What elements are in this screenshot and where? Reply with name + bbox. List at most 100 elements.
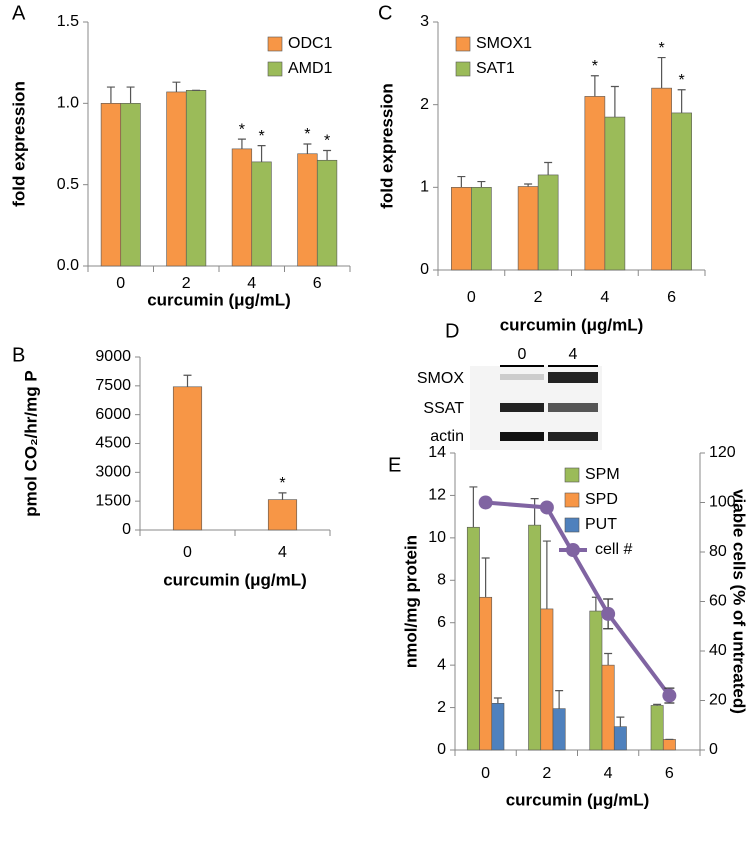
x-tick-label: 4 [278, 544, 287, 561]
legend-label: PUT [585, 516, 617, 533]
x-axis-title: curcumin (μg/mL) [500, 315, 644, 334]
x-tick-label: 6 [313, 275, 322, 292]
error-bar [278, 492, 287, 500]
significance-mark: * [324, 133, 330, 150]
y-tick-label: 0 [437, 741, 446, 758]
error-bar [183, 374, 192, 387]
y-axis-title: fold expression [377, 83, 396, 209]
y-tick-label: 1.0 [57, 95, 79, 112]
y2-tick-label: 60 [709, 593, 727, 610]
error-bar [493, 697, 502, 704]
significance-mark: * [679, 72, 685, 89]
y-tick-label: 2 [437, 699, 446, 716]
error-bar [677, 89, 686, 113]
bar [552, 708, 566, 751]
band [500, 403, 544, 412]
legend-swatch [455, 36, 471, 52]
error-bar [323, 149, 332, 161]
legend-swatch [564, 517, 580, 533]
legend-label: SAT1 [476, 60, 515, 77]
significance-mark: * [279, 475, 285, 492]
legend-label: ODC1 [288, 35, 333, 52]
bar [589, 610, 603, 751]
error-bar [555, 690, 564, 709]
y-tick-label: 4500 [95, 435, 131, 452]
legend-label: SMOX1 [476, 35, 532, 52]
bar [316, 159, 338, 267]
line-marker [601, 606, 616, 621]
y-tick-label: 2 [420, 96, 429, 113]
y-tick-label: 0.0 [57, 257, 79, 274]
bar [604, 116, 626, 271]
bar [185, 90, 207, 267]
bar [172, 386, 203, 531]
bar [540, 608, 554, 751]
y-tick-label: 6000 [95, 406, 131, 423]
x-tick-label: 2 [542, 765, 551, 782]
error-bar [530, 498, 539, 526]
y-tick-label: 0 [122, 521, 131, 538]
error-bar [657, 56, 666, 89]
legend-label: SPM [585, 466, 620, 483]
error-bar [469, 486, 478, 528]
band [548, 432, 598, 441]
legend-label: SPD [585, 491, 618, 508]
legend-swatch [455, 61, 471, 77]
panel-label: C [378, 2, 392, 24]
y2-tick-label: 120 [709, 444, 736, 461]
y2-tick-label: 40 [709, 642, 727, 659]
y2-tick-label: 20 [709, 692, 727, 709]
error-bar [542, 540, 551, 609]
lane-label: 4 [569, 346, 578, 363]
bar [650, 705, 664, 751]
line-marker [478, 495, 493, 510]
error-bar [616, 716, 625, 727]
legend-label: cell # [595, 541, 632, 558]
significance-mark: * [258, 128, 264, 145]
legend-swatch [564, 492, 580, 508]
bar [451, 187, 472, 271]
x-tick-label: 4 [604, 765, 613, 782]
x-axis-title: curcumin (μg/mL) [163, 570, 307, 589]
significance-mark: * [239, 121, 245, 138]
line-marker [662, 688, 677, 703]
bar [671, 112, 692, 271]
legend-swatch [267, 61, 283, 77]
y-tick-label: 3 [420, 13, 429, 30]
x-tick-label: 4 [247, 275, 256, 292]
y-tick-label: 1500 [95, 492, 131, 509]
y-tick-label: 12 [428, 487, 446, 504]
panel-label: E [388, 454, 401, 476]
error-bar [172, 81, 181, 92]
bar [120, 103, 141, 267]
y-tick-label: 0.5 [57, 176, 79, 193]
bar [651, 87, 672, 271]
panel-label: D [445, 320, 459, 342]
y2-tick-label: 0 [709, 741, 718, 758]
error-bar [126, 86, 135, 104]
band [548, 403, 598, 412]
blot-row-label: SSAT [423, 400, 464, 417]
legend-swatch [564, 467, 580, 483]
bar [601, 664, 615, 751]
band [500, 374, 544, 380]
y2-axis-title: viable cells (% of untreated) [730, 489, 749, 714]
bar [471, 187, 492, 271]
legend-swatch [267, 36, 283, 52]
error-bar [653, 703, 662, 706]
y-tick-label: 6 [437, 614, 446, 631]
y-tick-label: 14 [428, 444, 446, 461]
panel-label: A [12, 2, 26, 24]
y-axis-title: nmol/mg protein [401, 535, 420, 668]
x-tick-label: 4 [600, 289, 609, 306]
error-bar [481, 557, 490, 598]
error-bar [457, 175, 466, 188]
x-tick-label: 0 [481, 765, 490, 782]
y2-tick-label: 100 [709, 494, 736, 511]
blot-row-label: actin [430, 428, 464, 445]
bar [231, 148, 253, 267]
y-tick-label: 8 [437, 572, 446, 589]
y-tick-label: 3000 [95, 464, 131, 481]
y-tick-label: 1 [420, 179, 429, 196]
